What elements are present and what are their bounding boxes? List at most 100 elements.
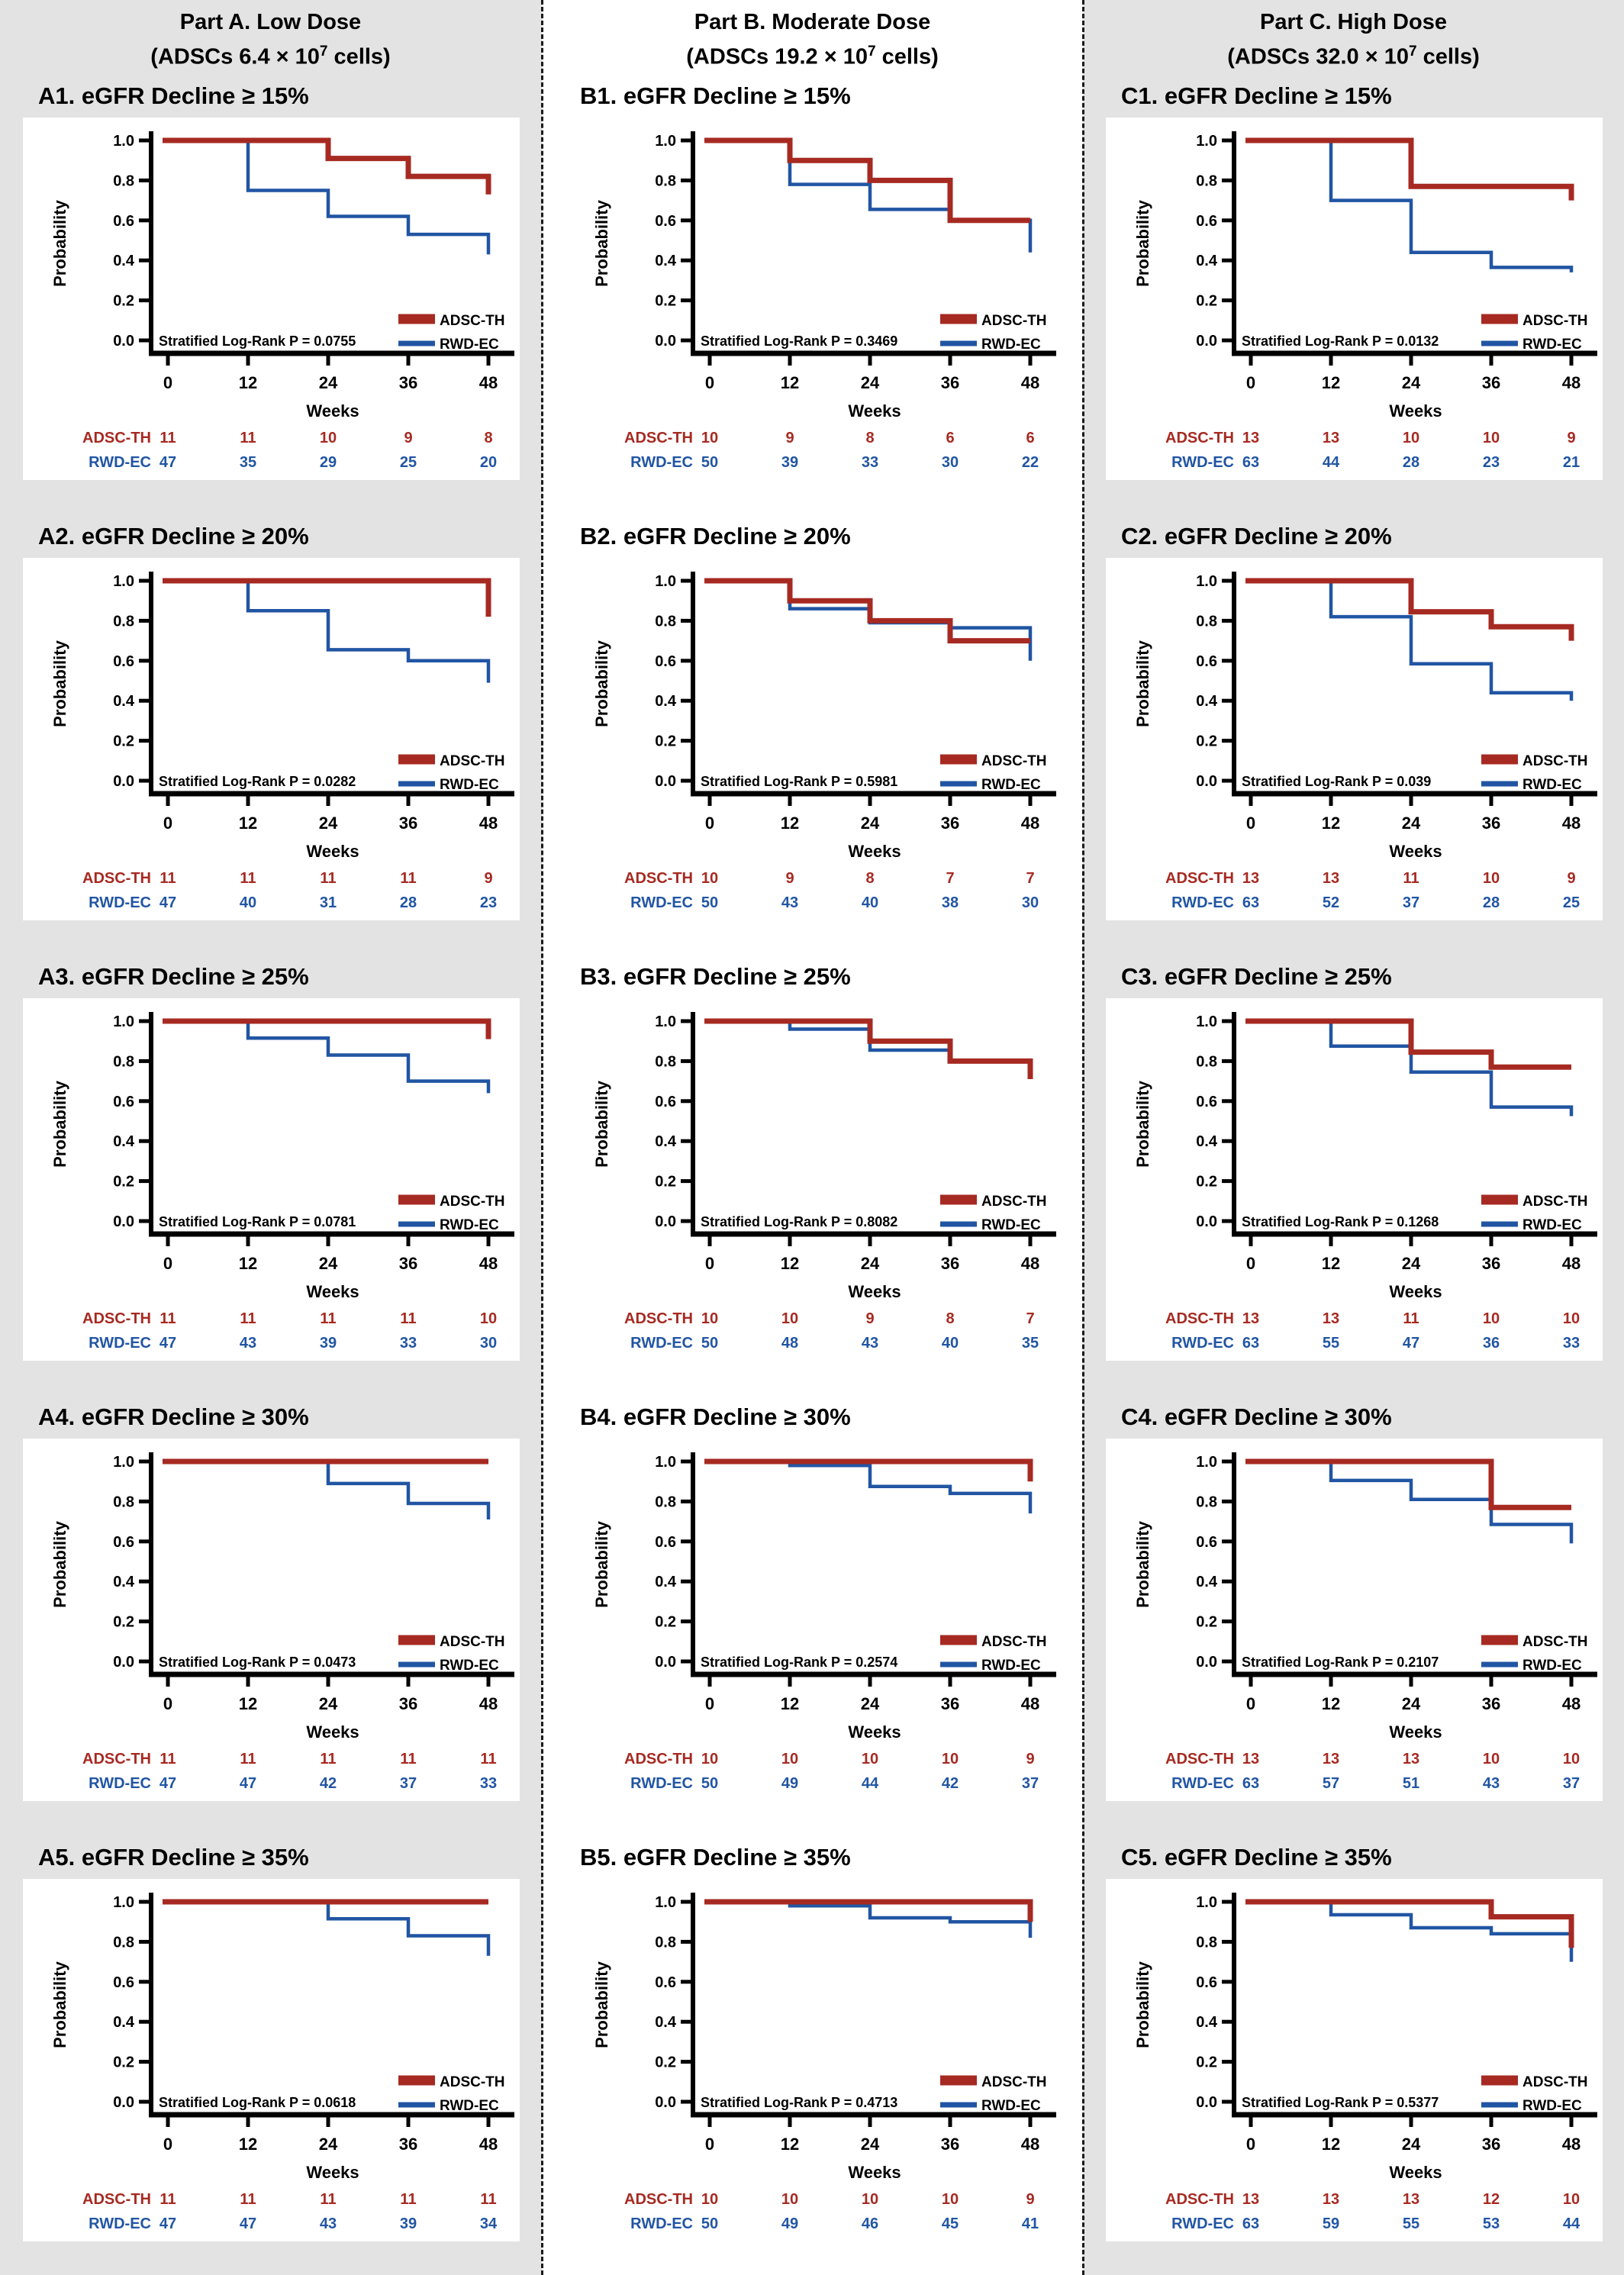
x-axis-title: Weeks <box>848 401 901 421</box>
at-risk-count-adsc: 10 <box>701 430 718 446</box>
at-risk-count-adsc: 10 <box>1483 430 1500 446</box>
y-tick-label: 0.0 <box>655 333 676 350</box>
y-tick-label: 0.6 <box>1196 1974 1217 1991</box>
at-risk-count-rwd: 39 <box>400 2215 417 2232</box>
at-risk-count-adsc: 10 <box>701 1751 718 1767</box>
y-tick-label: 1.0 <box>113 1013 134 1030</box>
at-risk-row-label-adsc: ADSC-TH <box>624 1310 693 1327</box>
log-rank-p-value: Stratified Log-Rank P = 0.0618 <box>159 2095 356 2110</box>
y-tick-label: 0.6 <box>113 1534 134 1551</box>
legend-rwd-label: RWD-EC <box>981 337 1041 353</box>
at-risk-count-adsc: 11 <box>480 2191 496 2208</box>
at-risk-count-rwd: 30 <box>480 1335 497 1352</box>
y-tick-label: 0.6 <box>655 1094 676 1110</box>
adsc-th-curve <box>163 137 491 195</box>
at-risk-row-label-adsc: ADSC-TH <box>624 430 693 446</box>
at-risk-count-rwd: 52 <box>1323 894 1339 911</box>
panel-a3: A3. eGFR Decline ≥ 25% 1.0 0.8 0.6 0.4 0.2 0.0… <box>0 954 541 1394</box>
at-risk-count-adsc: 11 <box>400 1310 416 1327</box>
y-tick-label: 0.2 <box>1196 2054 1217 2071</box>
x-tick-label: 24 <box>1402 2135 1421 2154</box>
panel-title: B1. eGFR Decline ≥ 15% <box>580 82 851 109</box>
at-risk-count-adsc: 13 <box>1323 430 1339 446</box>
at-risk-row-label-rwd: RWD-EC <box>1171 454 1234 471</box>
x-tick-label: 12 <box>781 2135 799 2154</box>
x-tick-label: 24 <box>319 1254 338 1273</box>
legend-rwd-label: RWD-EC <box>1522 1658 1582 1674</box>
x-tick-label: 12 <box>781 1254 799 1273</box>
panel-title: C1. eGFR Decline ≥ 15% <box>1121 82 1392 109</box>
x-tick-label: 12 <box>239 814 257 833</box>
km-plot: 1.0 0.8 0.6 0.4 0.2 0.0 0 12 24 36 48 Probability We… <box>1133 1452 1597 1792</box>
at-risk-count-rwd: 63 <box>1242 454 1259 471</box>
at-risk-count-rwd: 43 <box>1483 1775 1500 1792</box>
y-tick-label: 1.0 <box>1196 1454 1217 1471</box>
at-risk-count-adsc: 11 <box>240 1310 256 1327</box>
at-risk-count-adsc: 13 <box>1242 1751 1259 1767</box>
at-risk-row-label-rwd: RWD-EC <box>630 1775 693 1792</box>
at-risk-count-rwd: 40 <box>862 894 878 911</box>
y-axis-title: Probability <box>50 640 69 727</box>
at-risk-count-rwd: 33 <box>1563 1335 1580 1352</box>
legend-adsc-label: ADSC-TH <box>1522 1634 1588 1650</box>
at-risk-count-rwd: 59 <box>1323 2215 1339 2232</box>
at-risk-count-rwd: 42 <box>320 1775 337 1792</box>
y-tick-label: 0.8 <box>655 172 676 189</box>
legend-rwd-label: RWD-EC <box>1522 1217 1582 1233</box>
x-tick-label: 48 <box>1021 2135 1039 2154</box>
km-plot-card: 1.0 0.8 0.6 0.4 0.2 0.0 0 12 24 36 48 Probability We… <box>1106 118 1603 480</box>
y-tick-label: 0.2 <box>655 293 676 310</box>
at-risk-count-adsc: 9 <box>865 1310 874 1327</box>
at-risk-count-rwd: 38 <box>942 894 959 911</box>
km-plot-card: 1.0 0.8 0.6 0.4 0.2 0.0 0 12 24 36 48 Probability We… <box>565 1879 1062 2241</box>
x-tick-label: 24 <box>1402 373 1421 392</box>
at-risk-count-adsc: 6 <box>946 430 954 446</box>
x-tick-label: 24 <box>861 2135 880 2154</box>
at-risk-count-rwd: 49 <box>781 1775 798 1792</box>
panel-title: B2. eGFR Decline ≥ 20% <box>580 523 851 549</box>
at-risk-count-adsc: 8 <box>484 430 492 446</box>
x-tick-label: 48 <box>1021 373 1039 392</box>
at-risk-count-rwd: 22 <box>1022 454 1039 471</box>
at-risk-row-label-adsc: ADSC-TH <box>624 1751 693 1767</box>
legend-adsc-label: ADSC-TH <box>440 1634 505 1650</box>
x-tick-label: 24 <box>861 373 880 392</box>
at-risk-count-adsc: 11 <box>160 1310 176 1327</box>
at-risk-count-rwd: 30 <box>1022 894 1039 911</box>
at-risk-count-adsc: 9 <box>1567 430 1575 446</box>
column-header-c: Part C. High Dose (ADSCs 32.0 × 107 cells… <box>1083 0 1624 73</box>
rwd-ec-curve <box>704 1900 1033 1938</box>
panel-b5: B5. eGFR Decline ≥ 35% 1.0 0.8 0.6 0.4 0.2 0.0… <box>542 1835 1083 2275</box>
at-risk-count-adsc: 11 <box>240 430 256 446</box>
at-risk-row-label-adsc: ADSC-TH <box>624 870 693 887</box>
at-risk-count-adsc: 9 <box>785 430 794 446</box>
log-rank-p-value: Stratified Log-Rank P = 0.0132 <box>1242 334 1439 349</box>
at-risk-count-rwd: 37 <box>400 1775 417 1792</box>
at-risk-count-rwd: 63 <box>1242 894 1259 911</box>
y-tick-label: 0.0 <box>1196 1654 1217 1671</box>
x-tick-label: 48 <box>1562 2135 1580 2154</box>
at-risk-count-adsc: 11 <box>400 870 416 887</box>
y-tick-label: 0.6 <box>1196 1094 1217 1110</box>
x-tick-label: 12 <box>239 373 257 392</box>
at-risk-count-adsc: 11 <box>160 1751 176 1767</box>
at-risk-count-adsc: 10 <box>701 1310 718 1327</box>
rwd-ec-curve <box>163 578 491 683</box>
km-plot: 1.0 0.8 0.6 0.4 0.2 0.0 0 12 24 36 48 Probability We… <box>592 572 1056 911</box>
at-risk-count-adsc: 12 <box>1483 2191 1500 2208</box>
y-tick-label: 0.4 <box>1196 1133 1218 1150</box>
y-tick-label: 0.2 <box>1196 1174 1217 1191</box>
x-tick-label: 24 <box>319 373 338 392</box>
y-tick-label: 0.2 <box>113 2054 134 2071</box>
at-risk-count-rwd: 37 <box>1022 1775 1039 1792</box>
y-tick-label: 0.6 <box>655 653 676 670</box>
at-risk-count-rwd: 29 <box>320 454 337 471</box>
y-axis-title: Probability <box>1133 1961 1152 2048</box>
log-rank-p-value: Stratified Log-Rank P = 0.5981 <box>701 774 897 789</box>
panel-b1: B1. eGFR Decline ≥ 15% 1.0 0.8 0.6 0.4 0.2 0.0… <box>542 73 1083 514</box>
at-risk-count-adsc: 11 <box>480 1751 496 1767</box>
at-risk-row-label-rwd: RWD-EC <box>89 1335 151 1352</box>
dose-text: (ADSCs 6.4 × 10 <box>150 44 320 69</box>
rwd-ec-curve <box>163 138 491 255</box>
y-axis-title: Probability <box>50 1080 69 1167</box>
